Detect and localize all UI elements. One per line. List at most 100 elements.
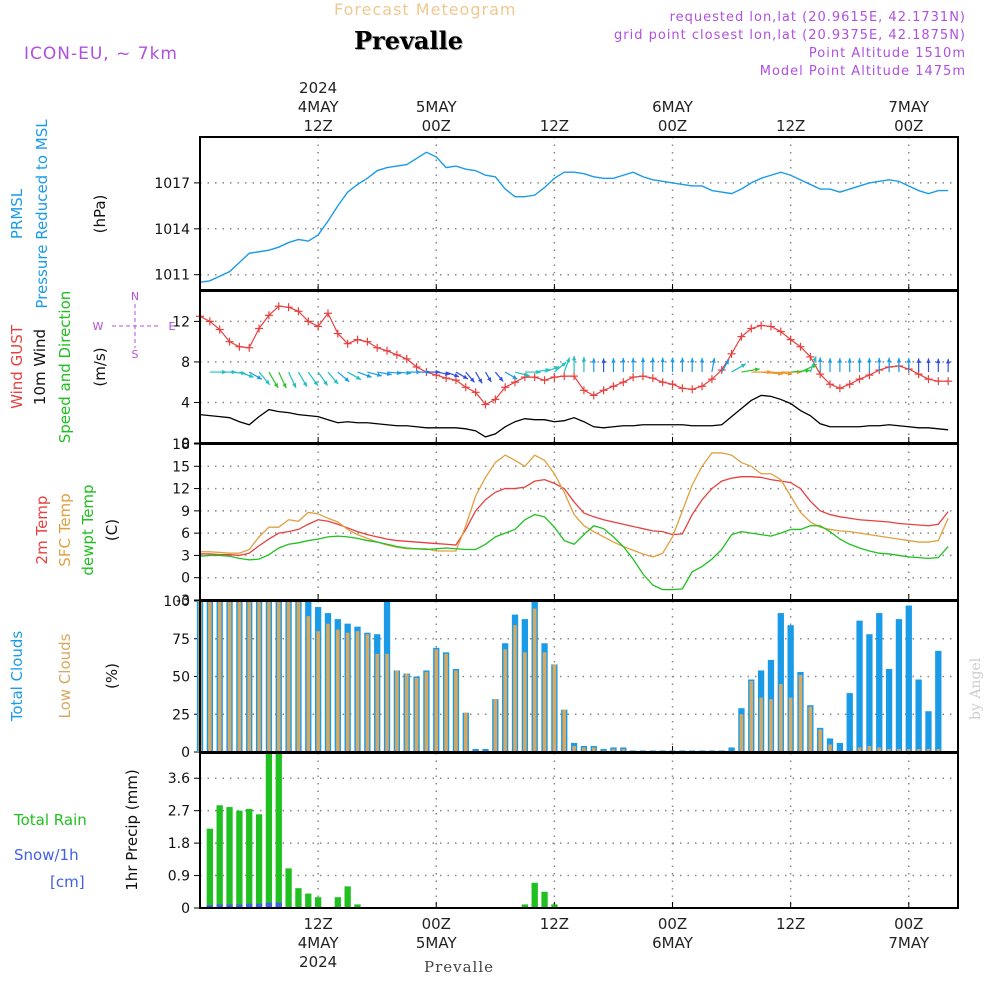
low-cloud-bar	[237, 601, 242, 752]
wind-arrow-head	[565, 357, 571, 363]
low-cloud-bar	[434, 649, 439, 752]
rain-bar	[314, 897, 322, 908]
total-cloud-bar	[866, 634, 873, 752]
rain-bar	[354, 904, 361, 908]
gust-marker	[255, 324, 264, 333]
gust-marker	[274, 302, 283, 311]
low-cloud-bar	[572, 745, 576, 752]
gust-marker	[737, 332, 746, 341]
low-cloud-bar	[562, 709, 567, 752]
requested-coords: requested lon,lat (20.9615E, 42.1731N)	[669, 10, 966, 25]
gust-marker	[481, 400, 490, 409]
wind-arrow-head	[601, 358, 606, 363]
low-cloud-bar	[582, 747, 586, 752]
low-cloud-bar	[306, 616, 311, 752]
point-altitude: Point Altitude 1510m	[808, 46, 966, 61]
gust-marker	[638, 372, 647, 381]
rain-bar	[541, 891, 548, 908]
low-cloud-bar	[877, 747, 882, 752]
dewpoint-line	[199, 513, 949, 591]
wind-unit-label: (m/s)	[91, 347, 109, 386]
wind-arrow-head	[640, 357, 646, 363]
total-cloud-bar	[925, 711, 932, 752]
time-tick-label-top: 2024	[299, 79, 337, 97]
rain-bar	[216, 805, 223, 908]
total-cloud-bar	[846, 693, 853, 752]
time-tick-label-top: 00Z	[422, 117, 451, 135]
low-cloud-bar	[916, 748, 921, 752]
pressure-label-msl: Pressure Reduced to MSL	[33, 119, 51, 309]
time-tick-label-top: 7MAY	[888, 98, 930, 116]
time-tick-label-top: 12Z	[776, 117, 805, 135]
wind-arrow-head	[630, 357, 636, 363]
snow-bar	[246, 903, 253, 908]
gust-marker	[304, 317, 313, 326]
low-cloud-bar	[907, 748, 911, 752]
wind-arrow-head	[323, 380, 328, 386]
gust-marker	[225, 337, 234, 346]
wind-arrow-head	[313, 380, 318, 386]
wind-arrow-head	[282, 383, 287, 389]
wind-arrow-head	[248, 373, 254, 378]
compass-west: W	[93, 320, 104, 333]
gust-marker	[205, 317, 214, 326]
gust-marker	[333, 329, 342, 338]
wind-arrow-head	[740, 363, 746, 368]
gust-marker	[530, 373, 539, 382]
temp-sfc-label: SFC Temp	[56, 493, 74, 566]
chart-subtitle: Forecast Meteogram	[334, 0, 517, 19]
wind-arrow-head	[487, 377, 492, 383]
time-tick-label-bottom: 6MAY	[652, 934, 694, 952]
wind-arrow-head	[827, 358, 833, 363]
wind-arrow-head	[711, 358, 716, 363]
gust-marker	[392, 350, 401, 359]
y-tick-label: 0	[181, 436, 190, 452]
gust-marker	[284, 303, 293, 312]
rain-bar	[206, 828, 213, 908]
time-tick-label-top: 12Z	[303, 117, 332, 135]
low-cloud-bar	[818, 729, 822, 752]
low-cloud-bar	[759, 697, 763, 752]
wind-gust-label: Wind GUST	[8, 324, 26, 409]
gust-marker	[570, 372, 579, 381]
wind-arrow-head	[650, 357, 656, 363]
low-cloud-bar	[493, 699, 498, 752]
pressure-line	[199, 151, 949, 284]
wind-arrow-head	[818, 357, 823, 362]
chart-title: Prevalle	[354, 26, 463, 55]
total-cloud-bar	[472, 748, 479, 752]
compass-east: E	[169, 320, 176, 333]
total-cloud-bar	[482, 748, 489, 752]
rain-bar	[305, 893, 312, 908]
low-cloud-bar	[611, 748, 616, 752]
rain-bar	[344, 886, 351, 908]
gust-marker	[658, 378, 667, 387]
y-tick-label: 15	[172, 459, 190, 475]
wind-arrow-head	[462, 374, 468, 379]
wind-arrow-head	[302, 381, 307, 387]
gust-marker	[629, 373, 638, 382]
low-cloud-bar	[464, 712, 468, 752]
rain-bar	[255, 814, 263, 908]
panel-frame-precipitation	[199, 752, 959, 909]
total-cloud-bar	[728, 747, 735, 752]
low-cloud-bar	[217, 601, 222, 752]
low-cloud-bar	[798, 674, 803, 752]
y-tick-label: 9	[181, 504, 190, 520]
gust-marker	[776, 327, 785, 336]
gust-marker	[412, 363, 421, 371]
rain-bar	[285, 868, 292, 908]
low-cloud-bar	[926, 748, 931, 752]
gust-marker	[678, 384, 687, 393]
time-tick-label-bottom: 2024	[299, 953, 337, 971]
gust-marker	[845, 380, 854, 389]
gust-marker	[235, 342, 244, 351]
wind-10m-label: 10m Wind	[31, 329, 49, 405]
gust-marker	[717, 366, 726, 375]
low-cloud-bar	[365, 634, 370, 752]
time-tick-label-bottom: 7MAY	[888, 934, 930, 952]
y-tick-label: -3	[176, 593, 190, 609]
wind-speed-direction-label: Speed and Direction	[56, 291, 74, 444]
low-cloud-bar	[227, 601, 232, 752]
